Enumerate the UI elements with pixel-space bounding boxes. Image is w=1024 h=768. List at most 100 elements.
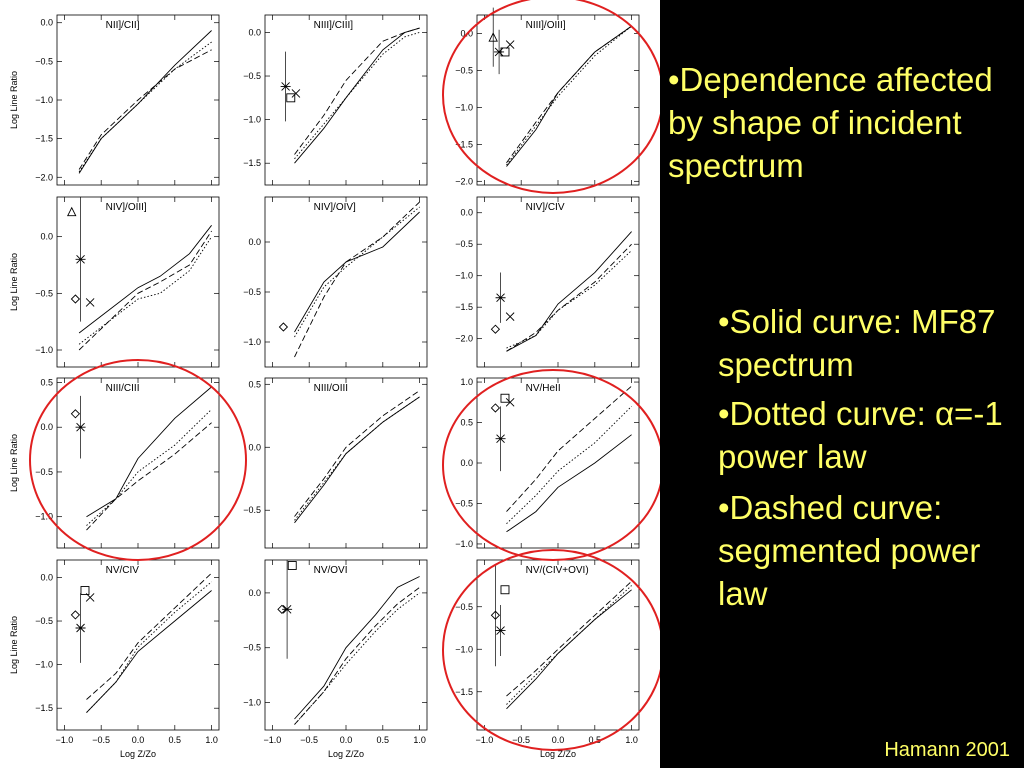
- panel-8: 1.0 0.5 0.0 −0.5 −1.0 NV/HeII: [455, 377, 640, 549]
- point-star: [282, 605, 293, 614]
- panel-title: NIV]/OIV]: [314, 202, 356, 213]
- y-tick-label: −1.5: [243, 158, 261, 168]
- series-dashed: [86, 422, 212, 531]
- highlight-circle: [442, 0, 660, 194]
- series-dotted: [294, 396, 420, 521]
- panel-title: NII]/CII]: [106, 20, 140, 31]
- point-diamond: [70, 294, 81, 304]
- y-tick-label: −0.5: [243, 287, 261, 297]
- series-dashed: [78, 230, 212, 351]
- panel-title: NV/(CIV+OVI): [526, 565, 589, 576]
- panel-title: NIV]/OIII]: [106, 202, 147, 213]
- point-star: [75, 422, 86, 432]
- series-dashed: [294, 587, 420, 725]
- y-tick-label: −1.0: [35, 95, 53, 105]
- point-square: [500, 585, 510, 595]
- point-x: [505, 40, 515, 49]
- y-tick-label: −0.5: [243, 71, 261, 81]
- bullet-dashed-curve: •Dashed curve: segmented power law: [718, 489, 981, 612]
- panel-frame: [56, 196, 220, 368]
- point-star: [75, 255, 86, 264]
- x-tick-label: −1.0: [475, 735, 493, 745]
- x-axis-label: Log Z/Zo: [328, 749, 364, 759]
- series-dashed: [294, 390, 420, 517]
- x-tick-label: −0.5: [300, 735, 318, 745]
- x-tick-label: 0.0: [132, 735, 145, 745]
- panel-11: −0.5 −1.0 −1.5 −1.0 −0.5 0.0 0.5 1.0 NV/(CIV+OVI…: [455, 559, 640, 759]
- x-tick-label: 0.0: [552, 735, 565, 745]
- panel-title: NIII]/OIII]: [526, 20, 566, 31]
- x-tick-label: 0.0: [340, 735, 353, 745]
- y-tick-label: −0.5: [243, 505, 261, 515]
- point-diamond: [70, 409, 81, 419]
- panel-1: 0.0 −0.5 −1.0 −1.5 NIII]/CIII]: [243, 14, 428, 186]
- y-tick-label: −1.5: [455, 687, 473, 697]
- panel-10: 0.0 −0.5 −1.0 −1.0 −0.5 0.0 0.5 1.0 NV/OVI Log Z/…: [243, 559, 428, 759]
- point-square: [286, 93, 296, 103]
- y-tick-label: −1.5: [455, 302, 473, 312]
- y-axis-label: Log Line Ratio: [9, 616, 19, 674]
- panel-9: 0.0 −0.5 −1.0 −1.5 −1.0 −0.5 0.0 0.5 1.0 NV/CIV Lo…: [9, 559, 220, 759]
- y-tick-label: −0.5: [455, 65, 473, 75]
- y-tick-label: −1.0: [243, 115, 261, 125]
- y-tick-label: −0.5: [35, 288, 53, 298]
- y-tick-label: −1.5: [35, 134, 53, 144]
- y-tick-label: −0.5: [35, 616, 53, 626]
- series-dashed: [506, 385, 632, 512]
- panel-frame: [56, 559, 220, 731]
- bullet-dotted-curve: •Dotted curve: α=-1 power law: [718, 395, 1003, 475]
- panel-frame: [56, 377, 220, 549]
- point-square: [80, 586, 90, 595]
- panel-frame: [264, 14, 428, 186]
- x-tick-label: 0.5: [169, 735, 182, 745]
- point-x: [505, 397, 515, 407]
- y-axis-label: Log Line Ratio: [9, 253, 19, 311]
- point-square: [500, 47, 510, 57]
- point-star: [75, 623, 86, 633]
- point-square: [287, 561, 297, 570]
- point-star: [495, 626, 506, 635]
- y-tick-label: 0.0: [248, 588, 261, 598]
- series-solid: [506, 589, 632, 710]
- series-dashed: [506, 25, 632, 164]
- x-tick-label: 1.0: [413, 735, 426, 745]
- panel-frame: [476, 196, 640, 368]
- y-tick-label: 0.0: [40, 18, 53, 28]
- x-tick-label: 1.0: [205, 735, 218, 745]
- series-solid: [506, 434, 632, 533]
- y-tick-label: −2.0: [455, 334, 473, 344]
- y-tick-label: −0.5: [455, 602, 473, 612]
- point-triangle: [488, 32, 498, 42]
- point-x: [85, 298, 95, 307]
- series-solid: [78, 225, 212, 334]
- y-tick-label: −1.0: [243, 698, 261, 708]
- panel-title: NIII/OIII: [314, 383, 348, 394]
- series-dotted: [294, 206, 420, 338]
- y-axis-label: Log Line Ratio: [9, 71, 19, 129]
- y-tick-label: −1.0: [35, 660, 53, 670]
- panel-3: 0.0 −0.5 −1.0 NIV]/OIII] Log Line Ratio: [9, 196, 220, 368]
- point-diamond: [490, 403, 501, 413]
- panel-title: NV/OVI: [314, 565, 348, 576]
- x-tick-label: −1.0: [263, 735, 281, 745]
- point-x: [505, 312, 515, 321]
- y-tick-label: 0.5: [248, 379, 261, 389]
- y-tick-label: 0.0: [248, 27, 261, 37]
- panel-4: 0.0 −0.5 −1.0 NIV]/OIV]: [243, 196, 428, 368]
- series-solid: [294, 396, 420, 524]
- series-dotted: [86, 408, 212, 526]
- panel-7: 0.5 0.0 −0.5 NIII/OIII: [243, 377, 428, 549]
- x-axis-label: Log Z/Zo: [540, 749, 576, 759]
- y-tick-label: 0.5: [460, 418, 473, 428]
- series-dotted: [506, 25, 632, 166]
- series-dotted: [506, 250, 632, 349]
- series-dotted: [294, 31, 420, 160]
- panel-title: NV/HeII: [526, 383, 561, 394]
- x-tick-label: −0.5: [512, 735, 530, 745]
- x-tick-label: 0.5: [377, 735, 390, 745]
- x-tick-label: 0.5: [589, 735, 602, 745]
- y-tick-label: −0.5: [243, 643, 261, 653]
- y-tick-label: 0.0: [248, 442, 261, 452]
- y-tick-label: 0.0: [460, 208, 473, 218]
